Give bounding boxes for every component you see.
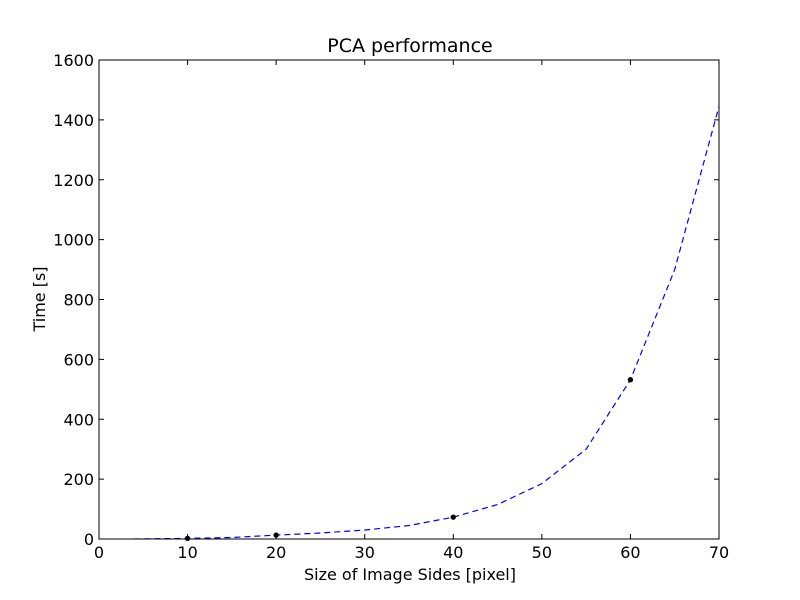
y-tick-label: 600 (63, 350, 94, 369)
x-tick-label: 50 (532, 543, 552, 562)
y-axis-label: Time [s] (30, 266, 49, 332)
x-axis-label: Size of Image Sides [pixel] (304, 565, 516, 584)
y-tick-label: 200 (63, 470, 94, 489)
y-tick-label: 0 (84, 530, 94, 549)
y-tick-label: 1000 (53, 231, 94, 250)
y-tick-label: 1600 (53, 51, 94, 70)
x-tick-label: 30 (355, 543, 375, 562)
y-tick-label: 1400 (53, 111, 94, 130)
data-point (450, 514, 456, 520)
y-tick-label: 400 (63, 410, 94, 429)
x-tick-label: 10 (177, 543, 197, 562)
x-tick-label: 40 (443, 543, 463, 562)
x-tick-label: 0 (94, 543, 104, 562)
x-tick-label: 20 (266, 543, 286, 562)
y-tick-label: 800 (63, 291, 94, 310)
y-tick-label: 1200 (53, 171, 94, 190)
x-tick-label: 60 (620, 543, 640, 562)
fit-curve-line (134, 106, 719, 539)
x-tick-label: 70 (709, 543, 729, 562)
chart-title: PCA performance (327, 35, 492, 57)
data-point (627, 377, 634, 383)
plot-frame (98, 59, 720, 540)
plot-area: 0 10 20 30 40 50 60 70 0 200 400 600 800 1000 1200 1400… (53, 51, 729, 562)
